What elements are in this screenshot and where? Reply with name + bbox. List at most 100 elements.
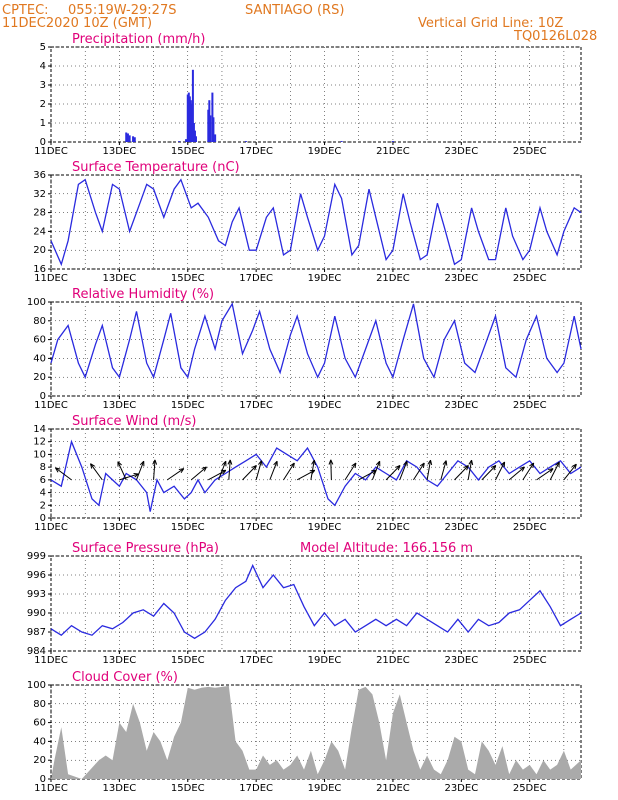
ytick-label: 1 (40, 118, 46, 129)
xtick-label: 19DEC (308, 400, 342, 411)
precip-bar (186, 94, 189, 142)
xtick-label: 13DEC (103, 783, 137, 794)
wind-arrow-head (229, 459, 233, 465)
wind-arrow (190, 466, 207, 481)
xtick-label: 23DEC (444, 400, 478, 411)
wind-arrow-shaft (495, 461, 506, 481)
ytick-label: 3 (40, 80, 46, 91)
xtick-label: 25DEC (513, 783, 547, 794)
wind-arrow (385, 465, 401, 481)
xtick-label: 11DEC (34, 655, 68, 666)
wind-arrow-head (273, 460, 278, 466)
wind-arrow-head (395, 465, 401, 468)
wind-arrow (310, 459, 316, 480)
wind-arrow (481, 465, 497, 481)
wind-arrow (344, 462, 357, 481)
xtick-label: 13DEC (103, 273, 137, 284)
wind-arrow-shaft (218, 461, 227, 481)
wind-arrow-head (311, 459, 315, 465)
xtick-label: 19DEC (308, 655, 342, 666)
ytick-label: 0 (40, 391, 46, 402)
wind-arrow-shaft (90, 463, 103, 481)
xtick-label: 17DEC (239, 146, 273, 157)
plot-frame (50, 46, 582, 143)
xtick-label: 15DEC (171, 783, 205, 794)
wind-arrow-head (422, 462, 425, 469)
series-line (50, 302, 582, 380)
wind-arrow-shaft (119, 473, 139, 481)
xtick-label: 13DEC (103, 655, 137, 666)
wind-arrow (283, 462, 295, 481)
wind-arrow-shaft (330, 459, 332, 480)
wind-arrow-head (227, 459, 231, 465)
ytick-label: 40 (33, 736, 46, 747)
xtick-label: 25DEC (513, 655, 547, 666)
precip-bar (208, 100, 211, 142)
wind-arrow (55, 467, 72, 481)
precip-bar (178, 141, 181, 142)
xtick-label: 15DEC (171, 655, 205, 666)
precip-bar (125, 132, 128, 142)
ytick-label: 0 (40, 774, 46, 785)
ytick-label: 8 (40, 462, 46, 473)
wind-arrow (440, 460, 448, 480)
plot-frame (50, 174, 582, 270)
wind-arrow (399, 460, 408, 481)
wind-arrow-head (445, 460, 448, 466)
wind-arrow-shaft (228, 459, 231, 480)
wind-arrow-shaft (522, 462, 535, 481)
wind-arrow-head (261, 460, 263, 466)
ytick-label: 40 (33, 353, 46, 364)
wind-arrow-shaft (358, 469, 377, 481)
wind-arrow-head (222, 469, 227, 475)
ytick-label: 6 (40, 475, 46, 486)
xtick-label: 17DEC (239, 783, 273, 794)
wind-arrow-head (397, 465, 401, 471)
wind-arrow-head (403, 460, 408, 466)
wind-arrow (242, 465, 257, 481)
wind-arrow-head (430, 460, 433, 466)
wind-arrow-head (442, 460, 447, 465)
cloud-area (51, 685, 581, 779)
wind-arrow (536, 468, 554, 481)
wind-arrow-head (203, 466, 207, 472)
precip-bar (212, 117, 215, 142)
wind-arrow-shaft (255, 460, 262, 480)
wind-arrow (227, 459, 233, 480)
xtick-label: 21DEC (376, 146, 410, 157)
ytick-label: 987 (27, 627, 46, 638)
wind-arrow-head (493, 465, 497, 471)
xtick-label: 11DEC (34, 522, 68, 533)
wind-arrow-head (548, 468, 554, 471)
precip-bar (132, 136, 135, 142)
xtick-label: 21DEC (376, 400, 410, 411)
wind-arrow-head (532, 462, 535, 469)
ytick-label: 20 (33, 245, 46, 256)
panel-5: 0 20 40 60 80 100 11DEC 13DEC 15DEC 17DEC 19DEC 21D… (27, 670, 582, 794)
ytick-label: 12 (33, 437, 46, 448)
xtick-label: 23DEC (444, 783, 478, 794)
xtick-label: 17DEC (239, 400, 273, 411)
wind-arrow-shaft (467, 460, 473, 480)
wind-arrow (549, 461, 560, 481)
xtick-label: 17DEC (239, 655, 273, 666)
ytick-label: 4 (40, 61, 46, 72)
header-grid-note: Vertical Grid Line: 10Z (418, 16, 563, 31)
wind-arrow-head (313, 460, 316, 466)
precip-bar (188, 96, 191, 142)
wind-arrow-head (571, 463, 577, 468)
xtick-label: 19DEC (308, 146, 342, 157)
wind-arrow-shaft (481, 465, 497, 481)
wind-arrow-head (289, 462, 295, 467)
wind-arrow-shaft (413, 462, 425, 481)
ytick-label: 5 (40, 42, 46, 53)
wind-arrow-head (258, 460, 262, 465)
wind-arrow (522, 462, 535, 481)
panel-note: Model Altitude: 166.156 m (300, 541, 473, 556)
wind-arrow-head (55, 467, 59, 473)
xtick-label: 21DEC (376, 273, 410, 284)
wind-arrow-shaft (136, 461, 145, 481)
xtick-label: 23DEC (444, 655, 478, 666)
ytick-label: 4 (40, 488, 46, 499)
wind-arrow-head (521, 466, 525, 472)
